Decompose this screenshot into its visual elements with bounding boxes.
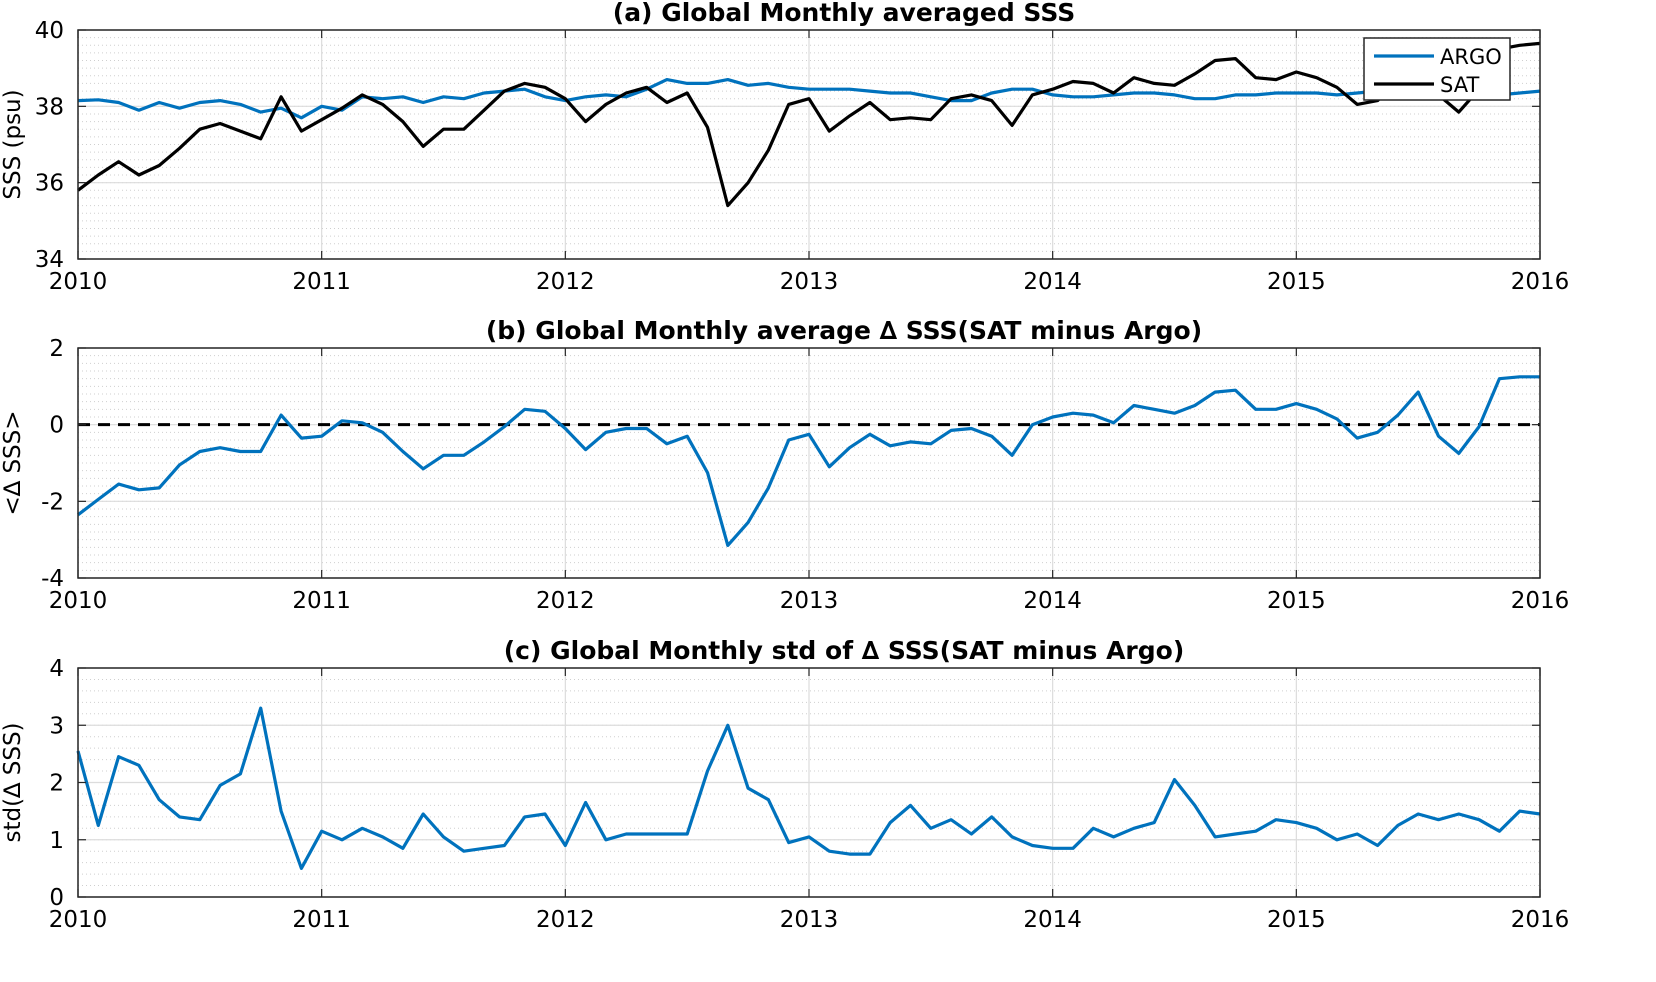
y-tick-label: 40 — [35, 18, 64, 44]
x-tick-label: 2015 — [1267, 907, 1326, 933]
x-tick-label: 2014 — [1023, 588, 1082, 614]
x-tick-label: 2010 — [49, 588, 108, 614]
x-tick-label: 2014 — [1023, 269, 1082, 295]
x-tick-label: 2016 — [1511, 907, 1570, 933]
x-tick-label: 2015 — [1267, 269, 1326, 295]
y-tick-label: 36 — [35, 171, 64, 197]
x-tick-label: 2011 — [292, 907, 351, 933]
x-tick-label: 2016 — [1511, 588, 1570, 614]
legend-label-sat: SAT — [1440, 73, 1479, 97]
y-tick-label: 3 — [49, 713, 64, 739]
y-tick-label: -2 — [41, 489, 64, 515]
x-tick-label: 2010 — [49, 269, 108, 295]
panel-a: 2010 2011 2012 2013 2014 2015 2016 34 36 38 40 (a) … — [0, 0, 1569, 295]
x-tick-label: 2016 — [1511, 269, 1570, 295]
chart-title: (c) Global Monthly std of ∆ SSS(SAT minu… — [504, 636, 1185, 665]
legend-label-argo: ARGO — [1440, 45, 1502, 69]
panel-c: 2010 2011 2012 2013 2014 2015 2016 0 1 2 3 4 (c) Glo… — [0, 636, 1569, 933]
x-tick-label: 2013 — [780, 588, 839, 614]
series-line-sat — [77, 41, 1541, 208]
series-line-delta — [77, 375, 1540, 548]
series-line-argo — [77, 77, 1541, 120]
panel-b: 2010 2011 2012 2013 2014 2015 2016 -4 -2 0 2 (b) Gl… — [0, 316, 1569, 614]
legend: ARGO SAT — [1363, 37, 1511, 101]
x-tick-label: 2013 — [780, 269, 839, 295]
x-tick-label: 2011 — [292, 269, 351, 295]
y-axis-label: <∆ SSS> — [0, 410, 26, 515]
y-tick-label: 34 — [35, 247, 64, 273]
y-tick-label: 0 — [49, 413, 64, 439]
y-tick-label: 1 — [49, 828, 64, 854]
y-tick-label: 2 — [49, 771, 64, 797]
x-tick-label: 2012 — [536, 907, 595, 933]
chart-title: (b) Global Monthly average ∆ SSS(SAT min… — [486, 316, 1202, 345]
x-tick-label: 2015 — [1267, 588, 1326, 614]
y-tick-label: 4 — [49, 656, 64, 682]
y-axis-label: std(∆ SSS) — [0, 722, 26, 842]
series-line-delta — [76, 706, 1541, 871]
y-axis-label: SSS (psu) — [0, 89, 26, 199]
y-tick-label: 38 — [35, 94, 64, 120]
legend-box — [1363, 37, 1511, 101]
y-tick-label: 0 — [49, 885, 64, 911]
x-tick-label: 2012 — [536, 269, 595, 295]
y-tick-label: 2 — [49, 336, 64, 362]
x-tick-label: 2012 — [536, 588, 595, 614]
x-tick-label: 2011 — [292, 588, 351, 614]
x-tick-label: 2013 — [780, 907, 839, 933]
y-tick-label: -4 — [41, 566, 64, 592]
x-tick-label: 2010 — [49, 907, 108, 933]
chart-title: (a) Global Monthly averaged SSS — [613, 0, 1075, 27]
x-tick-label: 2014 — [1023, 907, 1082, 933]
